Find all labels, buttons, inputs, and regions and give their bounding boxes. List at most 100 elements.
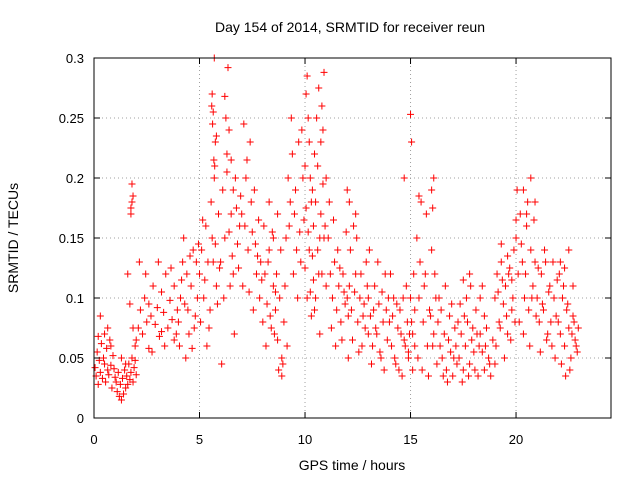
data-point xyxy=(212,132,220,140)
data-point xyxy=(337,318,345,326)
data-point xyxy=(545,288,553,296)
data-point xyxy=(386,270,394,278)
data-point xyxy=(94,380,102,388)
data-point xyxy=(210,174,218,182)
data-point xyxy=(313,114,321,122)
data-point xyxy=(345,282,353,290)
data-point xyxy=(354,318,362,326)
data-point xyxy=(318,270,326,278)
data-point xyxy=(335,282,343,290)
data-point xyxy=(541,246,549,254)
x-tick-label: 15 xyxy=(403,432,417,447)
data-point xyxy=(356,294,364,302)
y-tick-label: 0.3 xyxy=(66,51,84,66)
data-point xyxy=(430,174,438,182)
data-point xyxy=(358,342,366,350)
data-point xyxy=(244,246,252,254)
data-point xyxy=(402,282,410,290)
data-point xyxy=(283,342,291,350)
data-point xyxy=(304,114,312,122)
data-point xyxy=(170,282,178,290)
data-point xyxy=(221,234,229,242)
data-point xyxy=(198,246,206,254)
data-point xyxy=(500,354,508,362)
data-point xyxy=(417,198,425,206)
data-point xyxy=(494,288,502,296)
data-point xyxy=(107,342,115,350)
data-point xyxy=(104,366,112,374)
data-point xyxy=(455,354,463,362)
data-point xyxy=(428,186,436,194)
data-point xyxy=(175,342,183,350)
chart-title: Day 154 of 2014, SRMTID for receiver reu… xyxy=(215,19,485,35)
data-point xyxy=(215,210,223,218)
data-point xyxy=(531,258,539,266)
data-point xyxy=(369,342,377,350)
data-point xyxy=(546,282,554,290)
data-point xyxy=(302,90,310,98)
data-point xyxy=(122,384,130,392)
data-point xyxy=(143,318,151,326)
data-point xyxy=(124,380,132,388)
data-point xyxy=(255,216,263,224)
data-point xyxy=(309,222,317,230)
data-point xyxy=(260,222,268,230)
data-point xyxy=(468,336,476,344)
data-point xyxy=(201,276,209,284)
data-point xyxy=(211,162,219,170)
data-point xyxy=(458,378,466,386)
data-point xyxy=(187,282,195,290)
data-point xyxy=(305,138,313,146)
data-point xyxy=(552,312,560,320)
data-point xyxy=(266,312,274,320)
data-point xyxy=(411,306,419,314)
data-point xyxy=(568,330,576,338)
data-point xyxy=(243,156,251,164)
data-point xyxy=(480,312,488,320)
data-point xyxy=(191,312,199,320)
data-point xyxy=(145,344,153,352)
data-point xyxy=(453,360,461,368)
data-point xyxy=(224,64,232,72)
y-tick-label: 0.2 xyxy=(66,171,84,186)
data-point xyxy=(465,372,473,380)
data-point xyxy=(223,150,231,158)
data-point xyxy=(314,246,322,254)
data-point xyxy=(462,294,470,302)
data-point xyxy=(153,304,161,312)
data-point xyxy=(561,264,569,272)
data-point xyxy=(262,342,270,350)
data-point xyxy=(457,330,465,338)
x-tick-label: 5 xyxy=(196,432,203,447)
data-point xyxy=(237,192,245,200)
data-point xyxy=(248,228,256,236)
data-point xyxy=(529,282,537,290)
data-point xyxy=(303,294,311,302)
data-point xyxy=(151,320,159,328)
data-point xyxy=(104,324,112,332)
data-point xyxy=(383,336,391,344)
data-point xyxy=(297,258,305,266)
y-tick-label: 0 xyxy=(77,411,84,426)
data-point xyxy=(261,270,269,278)
data-point xyxy=(225,126,233,134)
data-point xyxy=(312,294,320,302)
data-point xyxy=(188,344,196,352)
data-point xyxy=(400,336,408,344)
data-point xyxy=(312,198,320,206)
data-point xyxy=(317,210,325,218)
data-point xyxy=(353,234,361,242)
data-point xyxy=(443,378,451,386)
data-point xyxy=(170,336,178,344)
data-point xyxy=(127,368,135,376)
data-point xyxy=(491,294,499,302)
data-point xyxy=(318,102,326,110)
data-point xyxy=(570,318,578,326)
data-point xyxy=(154,258,162,266)
data-point xyxy=(418,366,426,374)
data-point xyxy=(431,270,439,278)
data-point xyxy=(480,366,488,374)
data-point xyxy=(565,324,573,332)
data-point xyxy=(124,270,132,278)
data-point xyxy=(497,258,505,266)
